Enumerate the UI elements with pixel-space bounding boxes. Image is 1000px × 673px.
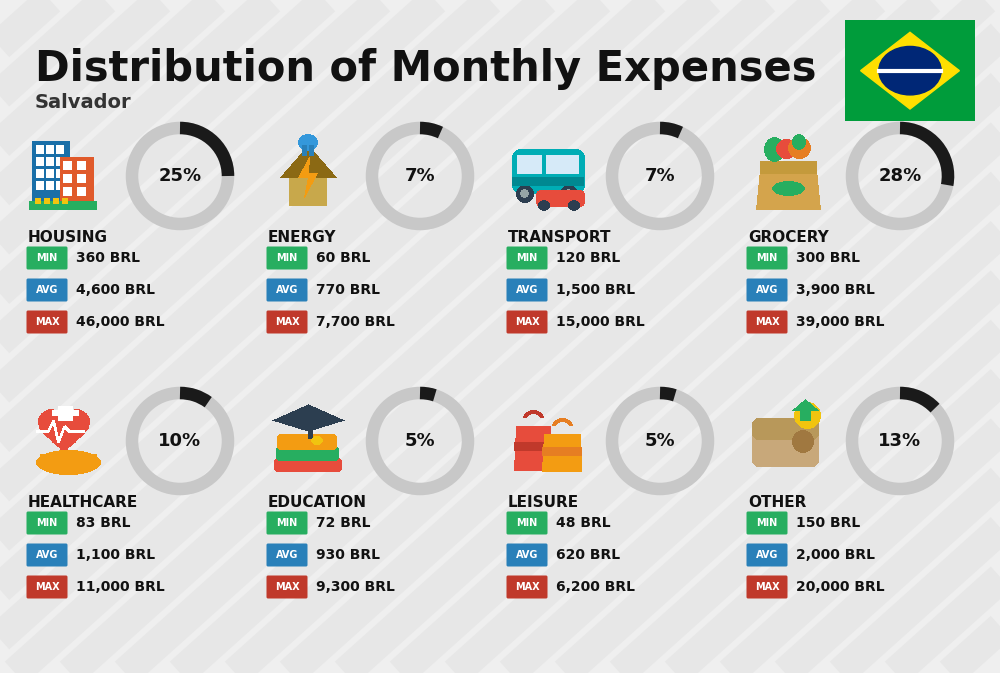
Text: LEISURE: LEISURE <box>508 495 579 510</box>
Text: 11,000 BRL: 11,000 BRL <box>76 580 165 594</box>
Polygon shape <box>861 32 959 109</box>
Text: 150 BRL: 150 BRL <box>796 516 860 530</box>
FancyBboxPatch shape <box>26 511 68 534</box>
Text: MIN: MIN <box>756 253 778 263</box>
Text: AVG: AVG <box>516 550 538 560</box>
Text: MAX: MAX <box>275 317 299 327</box>
Text: HEALTHCARE: HEALTHCARE <box>28 495 138 510</box>
Text: MIN: MIN <box>36 518 58 528</box>
Text: MAX: MAX <box>755 582 779 592</box>
Text: 7%: 7% <box>405 167 435 185</box>
Text: 770 BRL: 770 BRL <box>316 283 380 297</box>
Text: 2,000 BRL: 2,000 BRL <box>796 548 875 562</box>
Text: 3,900 BRL: 3,900 BRL <box>796 283 875 297</box>
Text: 60 BRL: 60 BRL <box>316 251 370 265</box>
Text: 930 BRL: 930 BRL <box>316 548 380 562</box>
Text: MIN: MIN <box>756 518 778 528</box>
Text: MIN: MIN <box>276 253 298 263</box>
Text: MAX: MAX <box>275 582 299 592</box>
Text: AVG: AVG <box>36 550 58 560</box>
Text: AVG: AVG <box>756 285 778 295</box>
Text: AVG: AVG <box>276 285 298 295</box>
Text: Distribution of Monthly Expenses: Distribution of Monthly Expenses <box>35 48 816 90</box>
Text: 1,500 BRL: 1,500 BRL <box>556 283 635 297</box>
Text: AVG: AVG <box>756 550 778 560</box>
Text: MAX: MAX <box>515 582 539 592</box>
FancyBboxPatch shape <box>266 544 308 567</box>
Text: 6,200 BRL: 6,200 BRL <box>556 580 635 594</box>
FancyBboxPatch shape <box>507 544 548 567</box>
Text: 48 BRL: 48 BRL <box>556 516 611 530</box>
Text: MIN: MIN <box>36 253 58 263</box>
Text: HOUSING: HOUSING <box>28 230 108 245</box>
FancyBboxPatch shape <box>266 575 308 598</box>
Text: Salvador: Salvador <box>35 93 132 112</box>
FancyBboxPatch shape <box>507 511 548 534</box>
Text: 28%: 28% <box>878 167 922 185</box>
Text: MAX: MAX <box>35 582 59 592</box>
FancyBboxPatch shape <box>507 575 548 598</box>
FancyBboxPatch shape <box>266 310 308 334</box>
Text: EDUCATION: EDUCATION <box>268 495 367 510</box>
Text: 4,600 BRL: 4,600 BRL <box>76 283 155 297</box>
Text: 20,000 BRL: 20,000 BRL <box>796 580 885 594</box>
Text: MAX: MAX <box>515 317 539 327</box>
Text: 7%: 7% <box>645 167 675 185</box>
FancyBboxPatch shape <box>26 279 68 302</box>
Text: 15,000 BRL: 15,000 BRL <box>556 315 645 329</box>
Text: 10%: 10% <box>158 432 202 450</box>
FancyBboxPatch shape <box>507 246 548 269</box>
Text: 72 BRL: 72 BRL <box>316 516 370 530</box>
FancyBboxPatch shape <box>746 246 788 269</box>
Text: ENERGY: ENERGY <box>268 230 336 245</box>
Text: 46,000 BRL: 46,000 BRL <box>76 315 165 329</box>
Text: 300 BRL: 300 BRL <box>796 251 860 265</box>
Text: 83 BRL: 83 BRL <box>76 516 130 530</box>
Text: AVG: AVG <box>276 550 298 560</box>
Text: AVG: AVG <box>36 285 58 295</box>
Text: MAX: MAX <box>755 317 779 327</box>
Text: 13%: 13% <box>878 432 922 450</box>
Circle shape <box>879 46 941 95</box>
Text: 25%: 25% <box>158 167 202 185</box>
FancyBboxPatch shape <box>507 279 548 302</box>
FancyBboxPatch shape <box>746 279 788 302</box>
FancyBboxPatch shape <box>266 279 308 302</box>
FancyBboxPatch shape <box>26 575 68 598</box>
FancyBboxPatch shape <box>842 18 978 123</box>
Text: GROCERY: GROCERY <box>748 230 829 245</box>
Text: 7,700 BRL: 7,700 BRL <box>316 315 395 329</box>
Text: MAX: MAX <box>35 317 59 327</box>
Text: 5%: 5% <box>645 432 675 450</box>
Text: 5%: 5% <box>405 432 435 450</box>
FancyBboxPatch shape <box>26 544 68 567</box>
Text: MIN: MIN <box>516 253 538 263</box>
FancyBboxPatch shape <box>266 511 308 534</box>
Text: 39,000 BRL: 39,000 BRL <box>796 315 885 329</box>
FancyBboxPatch shape <box>26 246 68 269</box>
Text: TRANSPORT: TRANSPORT <box>508 230 612 245</box>
FancyBboxPatch shape <box>266 246 308 269</box>
Text: 120 BRL: 120 BRL <box>556 251 620 265</box>
FancyBboxPatch shape <box>26 310 68 334</box>
Text: MIN: MIN <box>276 518 298 528</box>
FancyBboxPatch shape <box>746 511 788 534</box>
FancyBboxPatch shape <box>746 544 788 567</box>
FancyBboxPatch shape <box>507 310 548 334</box>
FancyBboxPatch shape <box>746 575 788 598</box>
FancyBboxPatch shape <box>746 310 788 334</box>
Text: OTHER: OTHER <box>748 495 806 510</box>
Text: 1,100 BRL: 1,100 BRL <box>76 548 155 562</box>
Text: 360 BRL: 360 BRL <box>76 251 140 265</box>
Text: 620 BRL: 620 BRL <box>556 548 620 562</box>
Text: MIN: MIN <box>516 518 538 528</box>
Text: 9,300 BRL: 9,300 BRL <box>316 580 395 594</box>
Text: AVG: AVG <box>516 285 538 295</box>
